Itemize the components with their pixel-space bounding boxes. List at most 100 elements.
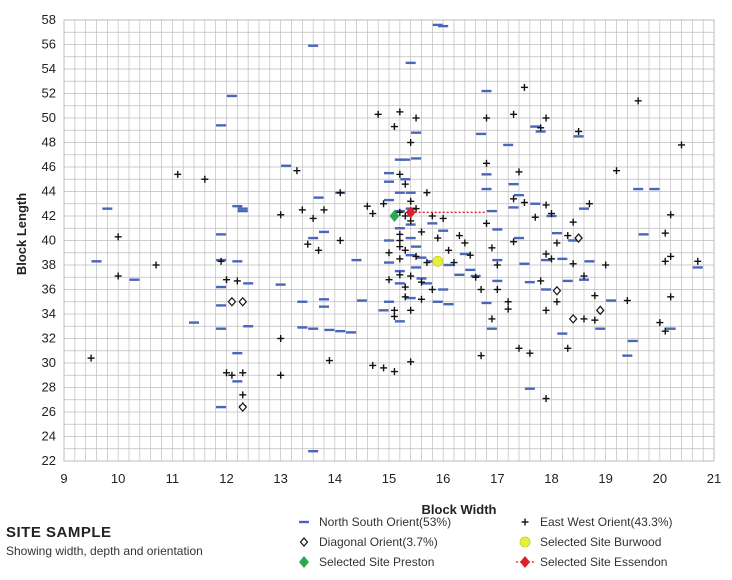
data-point	[585, 200, 593, 208]
series-selected-site-burwood	[432, 255, 444, 267]
data-point	[548, 255, 555, 263]
data-point	[694, 257, 702, 265]
legend-item: East West Orient(43.3%)	[521, 515, 673, 529]
data-point	[591, 316, 599, 324]
data-point	[434, 234, 442, 242]
data-point	[407, 272, 415, 280]
y-tick-label: 24	[42, 429, 56, 444]
data-point	[568, 313, 578, 324]
data-point	[537, 124, 545, 132]
x-tick-labels: 9 10 11 12 13 14 15 16 17 18 19 20 21	[60, 471, 721, 486]
y-tick-label: 48	[42, 135, 56, 150]
data-point	[407, 217, 415, 225]
data-point	[152, 261, 160, 269]
data-point	[385, 249, 393, 257]
y-tick-label: 34	[42, 306, 56, 321]
legend-item: Selected Site Essendon	[516, 555, 667, 569]
data-point	[390, 368, 398, 376]
data-point	[114, 233, 122, 241]
data-point	[661, 327, 669, 335]
data-point	[401, 212, 409, 220]
y-tick-label: 22	[42, 453, 56, 468]
data-point	[380, 200, 388, 208]
legend-label: Selected Site Preston	[319, 555, 434, 569]
data-point	[520, 199, 528, 207]
legend-marker	[299, 556, 309, 568]
data-point	[542, 306, 550, 314]
y-tick-label: 56	[42, 37, 56, 52]
x-tick-label: 19	[598, 471, 612, 486]
data-point	[309, 214, 317, 222]
data-point	[542, 114, 550, 122]
data-point	[405, 206, 416, 219]
y-tick-label: 26	[42, 404, 56, 419]
data-point	[418, 228, 425, 236]
legend-label: Selected Site Essendon	[540, 555, 667, 569]
chart-title: SITE SAMPLE	[6, 524, 112, 541]
x-tick-label: 20	[653, 471, 667, 486]
data-point	[320, 206, 328, 214]
data-point	[542, 250, 550, 258]
data-point	[445, 246, 453, 254]
x-tick-label: 15	[382, 471, 396, 486]
data-point	[432, 255, 444, 267]
legend-item: Diagonal Orient(3.7%)	[299, 535, 438, 549]
x-axis-title: Block Width	[422, 502, 497, 517]
legend-item: Selected Site Preston	[299, 555, 434, 569]
y-tick-labels: 22 24 26 28 30 32 34 36 38 40 42 44 46 48 50 52 54 56 58	[42, 12, 56, 468]
data-point	[450, 259, 458, 267]
data-point	[542, 201, 550, 209]
data-point	[239, 369, 247, 377]
data-point	[336, 237, 344, 244]
data-point	[634, 97, 642, 105]
legend-label: East West Orient(43.3%)	[540, 515, 673, 529]
data-point	[412, 205, 420, 213]
y-tick-label: 50	[42, 110, 56, 125]
data-point	[277, 211, 285, 219]
data-point	[401, 283, 409, 291]
y-tick-label: 32	[42, 331, 56, 346]
data-point	[369, 210, 377, 218]
data-point	[412, 114, 420, 122]
data-point	[488, 244, 496, 252]
data-point	[217, 257, 225, 265]
data-point	[304, 240, 312, 248]
data-point	[493, 261, 501, 269]
data-point	[537, 277, 545, 285]
data-point	[401, 293, 409, 301]
series-diagonal-orient-3-7	[227, 233, 605, 413]
y-tick-label: 46	[42, 159, 56, 174]
chart-subtitle: Showing width, depth and orientation	[6, 544, 203, 558]
data-point	[466, 251, 474, 259]
data-point	[510, 110, 518, 118]
y-tick-label: 54	[42, 61, 56, 76]
data-point	[553, 239, 561, 247]
data-point	[223, 369, 230, 377]
data-point	[510, 238, 518, 246]
data-point	[374, 110, 382, 118]
data-point	[369, 361, 377, 369]
x-tick-label: 13	[273, 471, 287, 486]
data-point	[564, 232, 572, 240]
data-point	[455, 232, 463, 240]
data-point	[602, 261, 610, 269]
data-point	[298, 206, 306, 214]
data-point	[542, 395, 550, 403]
data-point	[401, 180, 409, 188]
data-point	[656, 319, 664, 327]
data-point	[575, 127, 583, 135]
data-point	[407, 306, 415, 314]
data-point	[407, 197, 415, 205]
x-tick-label: 16	[436, 471, 450, 486]
series-north-south-orient-53	[91, 23, 703, 453]
data-point	[661, 229, 669, 237]
legend-label: Selected Site Burwood	[540, 535, 661, 549]
data-point	[423, 259, 431, 267]
data-point	[423, 189, 431, 197]
data-point	[418, 278, 425, 286]
data-point	[667, 211, 675, 219]
data-point	[239, 391, 247, 399]
data-point	[396, 230, 404, 238]
data-point	[293, 167, 301, 175]
